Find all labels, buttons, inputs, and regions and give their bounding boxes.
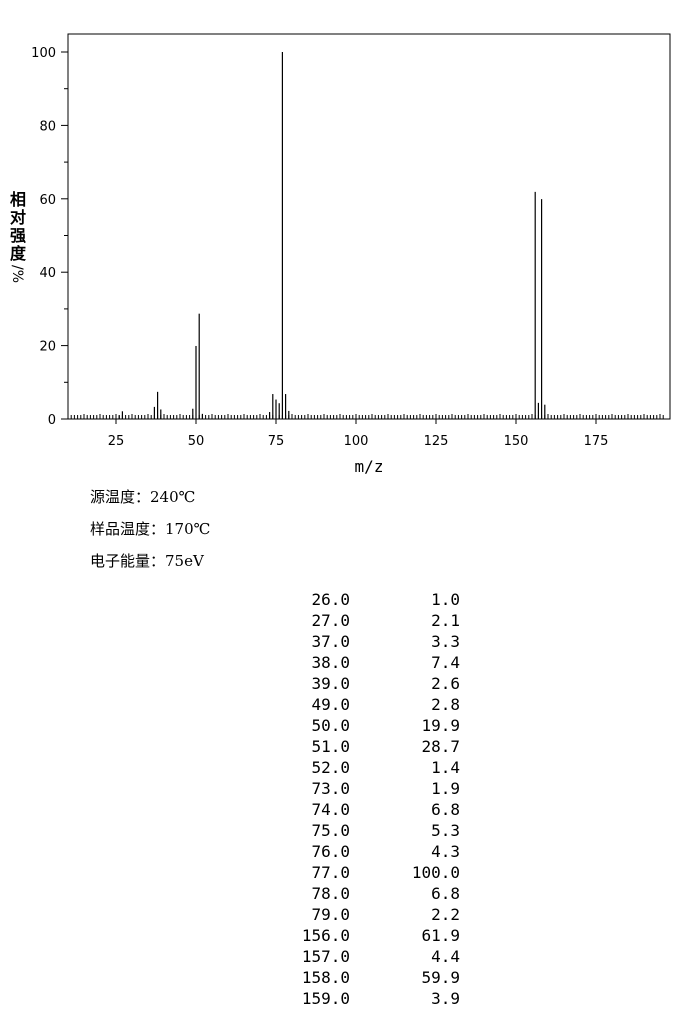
- peak-table-row: 158.0 59.9: [280, 967, 480, 988]
- peak-intensity: 2.8: [431, 695, 460, 714]
- condition-label: 电子能量：: [90, 552, 166, 570]
- peak-table-row: 79.0 2.2: [280, 904, 480, 925]
- mass-spectrum-chart: 25 50 75 100 125 150 175 0 20 40 60 80 100 m/z 相对强度…: [9, 33, 671, 476]
- peak-table-row: 39.0 2.6: [280, 673, 480, 694]
- y-tick-label: 0: [48, 413, 56, 428]
- peak-mz: 158.0: [301, 968, 350, 987]
- condition-sample-temp: 样品温度：170℃: [90, 516, 210, 548]
- peak-intensity: 4.4: [431, 947, 460, 966]
- peak-table-row: 52.0 1.4: [280, 757, 480, 778]
- peak-table-row: 73.0 1.9: [280, 778, 480, 799]
- y-tick-label: 20: [39, 340, 56, 355]
- x-axis-label: m/z: [355, 457, 384, 476]
- peak-intensity: 59.9: [421, 968, 460, 987]
- x-tick-label: 50: [188, 434, 205, 449]
- peak-intensity: 2.1: [431, 611, 460, 630]
- peak-table-row: 49.0 2.8: [280, 694, 480, 715]
- x-tick-label: 100: [344, 434, 369, 449]
- peak-intensity: 7.4: [431, 653, 460, 672]
- peak-table-row: 51.0 28.7: [280, 736, 480, 757]
- y-axis-label: 相对强度: [10, 190, 27, 263]
- peak-mz: 39.0: [311, 674, 350, 693]
- peak-table-row: 75.0 5.3: [280, 820, 480, 841]
- peak-mz: 76.0: [311, 842, 350, 861]
- x-tick-label: 75: [268, 434, 285, 449]
- plot-frame: [67, 33, 671, 420]
- condition-value: 170℃: [165, 520, 211, 538]
- peak-mz: 27.0: [311, 611, 350, 630]
- peak-table-row: 157.0 4.4: [280, 946, 480, 967]
- peak-table-row: 156.0 61.9: [280, 925, 480, 946]
- peak-intensity: 5.3: [431, 821, 460, 840]
- y-axis-ticks: 0 20 40 60 80 100: [31, 46, 68, 428]
- peak-intensity: 28.7: [421, 737, 460, 756]
- condition-label: 样品温度：: [90, 520, 166, 538]
- peak-table-row: 74.0 6.8: [280, 799, 480, 820]
- peak-intensity: 6.8: [431, 800, 460, 819]
- peak-mz: 159.0: [301, 989, 350, 1008]
- condition-value: 240℃: [150, 488, 196, 506]
- peak-intensity: 19.9: [421, 716, 460, 735]
- y-tick-label: 100: [31, 46, 56, 61]
- peak-mz: 77.0: [311, 863, 350, 882]
- peak-mz: 74.0: [311, 800, 350, 819]
- peak-intensity: 61.9: [421, 926, 460, 945]
- condition-electron-energy: 电子能量：75eV: [90, 548, 210, 580]
- y-tick-label: 80: [39, 119, 56, 134]
- peak-table: 26.0 1.0 27.0 2.1 37.0 3.3 38.0 7.4 39.0 2.6 49.0 2…: [280, 589, 480, 1009]
- peak-intensity: 1.9: [431, 779, 460, 798]
- peak-table-row: 37.0 3.3: [280, 631, 480, 652]
- peak-mz: 73.0: [311, 779, 350, 798]
- peak-intensity: 4.3: [431, 842, 460, 861]
- peak-intensity: 100.0: [411, 863, 460, 882]
- peak-mz: 26.0: [311, 590, 350, 609]
- peak-table-row: 78.0 6.8: [280, 883, 480, 904]
- peak-table-row: 26.0 1.0: [280, 589, 480, 610]
- x-axis-ticks: 25 50 75 100 125 150 175: [108, 419, 609, 449]
- peak-mz: 49.0: [311, 695, 350, 714]
- peak-intensity: 6.8: [431, 884, 460, 903]
- peak-table-row: 27.0 2.1: [280, 610, 480, 631]
- peak-mz: 51.0: [311, 737, 350, 756]
- condition-label: 源温度：: [90, 488, 151, 506]
- peak-bars: [118, 52, 546, 419]
- peak-intensity: 2.2: [431, 905, 460, 924]
- peak-mz: 79.0: [311, 905, 350, 924]
- x-tick-label: 150: [504, 434, 529, 449]
- peak-intensity: 3.3: [431, 632, 460, 651]
- peak-table-row: 159.0 3.9: [280, 988, 480, 1009]
- peak-mz: 78.0: [311, 884, 350, 903]
- peak-mz: 157.0: [301, 947, 350, 966]
- peak-table-row: 38.0 7.4: [280, 652, 480, 673]
- y-tick-label: 40: [39, 266, 56, 281]
- peak-table-row: 50.0 19.9: [280, 715, 480, 736]
- peak-intensity: 2.6: [431, 674, 460, 693]
- y-tick-label: 60: [39, 193, 56, 208]
- y-axis-unit: /%: [9, 265, 25, 283]
- peak-mz: 38.0: [311, 653, 350, 672]
- x-tick-label: 25: [108, 434, 125, 449]
- peak-mz: 75.0: [311, 821, 350, 840]
- x-tick-label: 175: [584, 434, 609, 449]
- peak-intensity: 1.0: [431, 590, 460, 609]
- peak-mz: 37.0: [311, 632, 350, 651]
- measurement-conditions: 源温度：240℃ 样品温度：170℃ 电子能量：75eV: [90, 484, 210, 580]
- peak-intensity: 3.9: [431, 989, 460, 1008]
- x-minor-ticks: [70, 414, 664, 419]
- peak-mz: 52.0: [311, 758, 350, 777]
- peak-mz: 156.0: [301, 926, 350, 945]
- condition-value: 75eV: [165, 552, 204, 570]
- peak-intensity: 1.4: [431, 758, 460, 777]
- peak-table-row: 76.0 4.3: [280, 841, 480, 862]
- peak-mz: 50.0: [311, 716, 350, 735]
- peak-table-row: 77.0 100.0: [280, 862, 480, 883]
- x-tick-label: 125: [424, 434, 449, 449]
- condition-source-temp: 源温度：240℃: [90, 484, 210, 516]
